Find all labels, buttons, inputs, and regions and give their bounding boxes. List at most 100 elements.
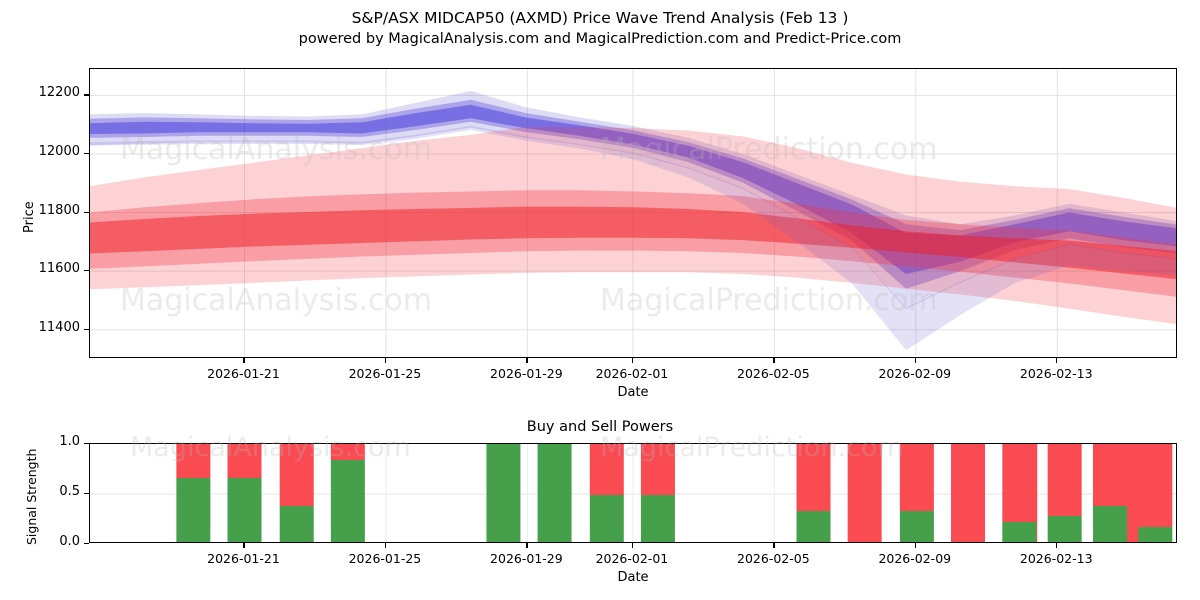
price-y-axis-label: Price <box>22 201 37 233</box>
page-subtitle: powered by MagicalAnalysis.com and Magic… <box>298 31 902 47</box>
price-x-tick-label: 2026-01-25 <box>348 366 422 381</box>
signal-x-tick-mark <box>243 543 245 548</box>
price-x-axis-label: Date <box>617 385 649 400</box>
signal-bar[interactable] <box>330 444 365 543</box>
price-band-red-core-band <box>90 206 1176 280</box>
signal-bar-sell-segment <box>899 444 934 511</box>
signal-bar-buy-segment <box>330 460 365 542</box>
signal-y-tick-label: 0.5 <box>59 484 80 499</box>
signal-bar[interactable] <box>227 444 262 543</box>
signal-y-tick-mark <box>84 543 89 545</box>
price-x-tick-label: 2026-01-29 <box>490 366 563 381</box>
price-x-tick-mark <box>526 358 528 363</box>
signal-bar-sell-segment <box>1093 444 1127 506</box>
signal-x-tick-mark <box>526 543 528 548</box>
price-y-tick-label: 11600 <box>38 261 80 277</box>
price-x-tick-label: 2026-02-09 <box>878 366 952 381</box>
price-x-tick-label: 2026-01-21 <box>207 366 280 381</box>
signal-x-tick-mark <box>914 543 916 548</box>
signal-x-tick-label: 2026-01-29 <box>490 551 563 566</box>
price-y-tick-label: 11800 <box>38 202 80 218</box>
price-y-tick-mark <box>84 270 89 272</box>
signal-chart-svg <box>90 444 1176 543</box>
signal-bar-buy-segment <box>279 506 314 542</box>
price-x-tick-mark <box>631 358 634 363</box>
chart-title-block: S&P/ASX MIDCAP50 (AXMD) Price Wave Trend… <box>0 8 1200 50</box>
price-x-tick-mark <box>1056 358 1058 363</box>
signal-x-tick-label: 2026-02-05 <box>737 551 810 566</box>
price-band-blue-core-band <box>90 104 1176 275</box>
signal-bar-sell-segment <box>176 444 211 478</box>
signal-bar[interactable] <box>1138 444 1173 543</box>
signal-bar-buy-segment <box>589 495 624 542</box>
signal-bar-sell-segment <box>1002 444 1037 522</box>
price-y-tick-mark <box>84 152 89 155</box>
signal-bar-buy-segment <box>640 495 675 542</box>
signal-x-tick-label: 2026-01-25 <box>348 551 422 566</box>
signal-y-tick-mark <box>84 443 89 445</box>
price-band-blue-wide-band <box>90 90 1176 310</box>
signal-bar[interactable] <box>279 444 314 543</box>
signal-bar-buy-segment <box>796 511 831 542</box>
signal-bar[interactable] <box>951 444 986 543</box>
signal-bar[interactable] <box>176 444 211 543</box>
signal-bar-sell-segment <box>589 444 624 495</box>
signal-bar[interactable] <box>796 444 831 543</box>
signal-bar-buy-segment <box>1002 522 1037 542</box>
signal-chart-plot-area <box>89 443 1177 543</box>
signal-x-tick-label: 2026-02-09 <box>878 551 952 566</box>
price-x-tick-label: 2026-02-05 <box>737 366 810 381</box>
signal-bar-buy-segment <box>176 478 211 542</box>
signal-bar[interactable] <box>899 444 934 543</box>
price-y-tick-mark <box>84 328 89 330</box>
signal-bar-sell-segment <box>330 444 365 460</box>
price-y-tick-label: 12200 <box>38 85 80 101</box>
price-x-tick-mark <box>914 358 916 363</box>
signal-x-axis-label: Date <box>617 570 649 585</box>
signal-y-axis-label: Signal Strength <box>24 448 39 545</box>
signal-bar[interactable] <box>486 444 521 543</box>
price-chart-plot-area <box>89 68 1177 358</box>
signal-y-tick-mark <box>84 493 89 495</box>
signal-bar-buy-segment <box>537 444 572 542</box>
signal-bar-sell-segment <box>1138 444 1173 527</box>
signal-bar[interactable] <box>1047 444 1082 543</box>
signal-bar[interactable] <box>847 444 882 543</box>
signal-x-tick-mark <box>384 543 387 548</box>
signal-x-tick-label: 2026-02-13 <box>1019 551 1093 566</box>
price-y-tick-label: 12000 <box>38 143 80 159</box>
signal-bar-buy-segment <box>1138 527 1173 542</box>
price-x-tick-mark <box>384 358 387 363</box>
signal-bar-sell-segment <box>640 444 675 495</box>
signal-bar-sell-segment <box>227 444 262 478</box>
price-y-tick-label: 11400 <box>38 319 80 335</box>
price-x-tick-label: 2026-02-13 <box>1019 366 1093 381</box>
signal-bar-sell-segment <box>951 444 986 542</box>
signal-x-tick-mark <box>773 543 775 548</box>
price-y-tick-mark <box>84 94 89 96</box>
signal-y-tick-label: 0.0 <box>59 534 80 549</box>
signal-x-tick-label: 2026-01-21 <box>207 551 280 566</box>
signal-bar[interactable] <box>589 444 624 543</box>
signal-bar-buy-segment <box>486 444 521 542</box>
signal-y-tick-label: 1.0 <box>59 434 80 449</box>
signal-bar-sell-segment <box>1047 444 1082 516</box>
signal-bar-sell-segment <box>796 444 831 511</box>
signal-panel-title: Buy and Sell Powers <box>526 419 674 435</box>
signal-bar[interactable] <box>1002 444 1037 543</box>
price-x-tick-label: 2026-02-01 <box>595 366 669 381</box>
signal-bar[interactable] <box>640 444 675 543</box>
signal-bar[interactable] <box>537 444 572 543</box>
signal-x-tick-mark <box>1056 543 1058 548</box>
price-x-tick-mark <box>243 358 245 363</box>
signal-bar-buy-segment <box>1093 506 1127 542</box>
signal-bar-buy-segment <box>1047 516 1082 542</box>
signal-bar-buy-segment <box>227 478 262 542</box>
signal-x-tick-label: 2026-02-01 <box>595 551 669 566</box>
signal-x-tick-mark <box>631 543 634 548</box>
signal-bar[interactable] <box>1093 444 1127 543</box>
signal-bar-sell-segment <box>279 444 314 506</box>
price-y-tick-mark <box>84 211 89 213</box>
page-title: S&P/ASX MIDCAP50 (AXMD) Price Wave Trend… <box>351 9 849 27</box>
signal-bar-sell-segment <box>847 444 882 542</box>
